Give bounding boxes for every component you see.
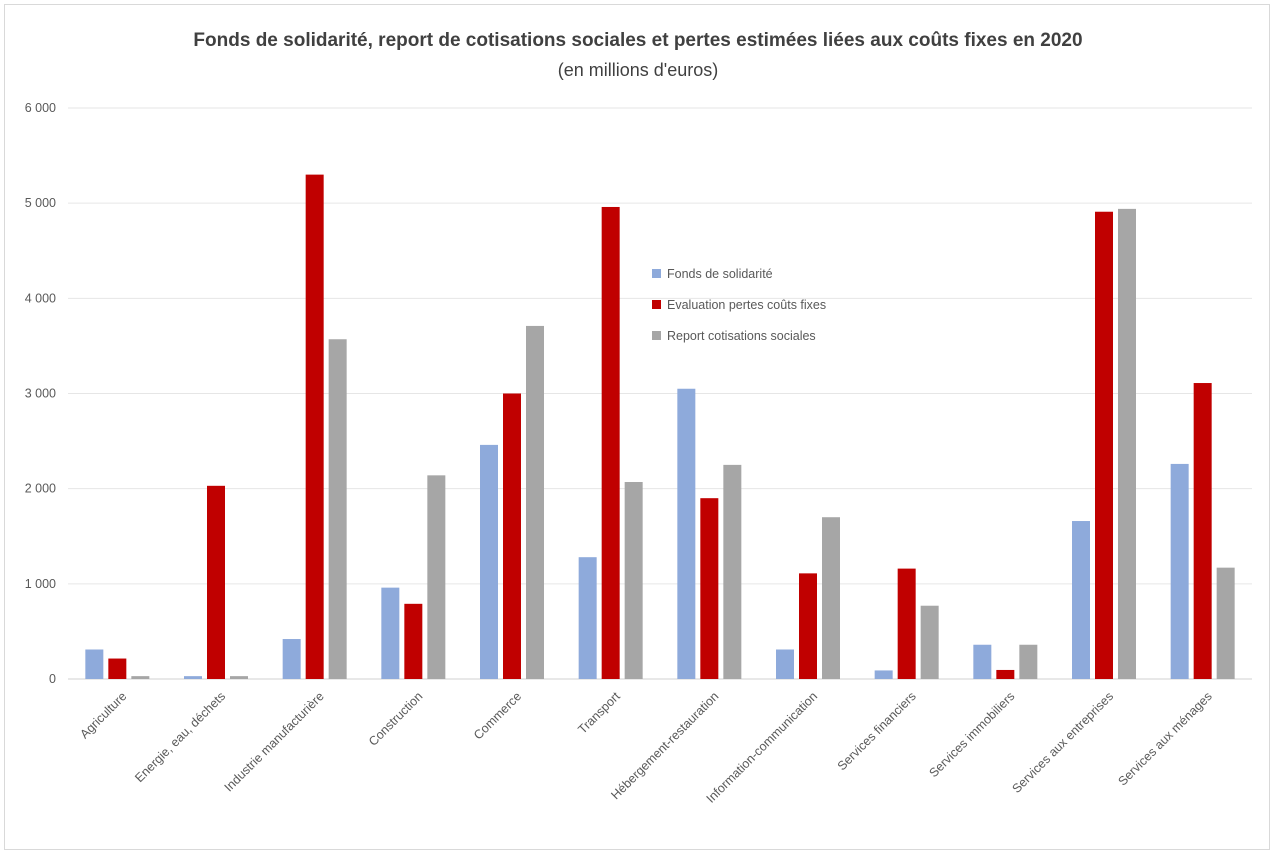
bar-pertes (700, 498, 719, 679)
x-tick-label: Transport (575, 689, 623, 737)
legend-swatch-report (652, 331, 661, 340)
legend-label-report: Report cotisations sociales (667, 328, 816, 343)
bar-pertes (108, 658, 127, 679)
x-tick-label: Industrie manufacturière (222, 689, 327, 794)
x-tick-label: Services immobiliers (927, 689, 1018, 780)
bar-report (1019, 644, 1038, 679)
bar-fonds (1072, 521, 1090, 679)
bar-fonds (776, 649, 794, 679)
bar-fonds (973, 644, 992, 679)
bar-fonds (184, 676, 202, 679)
legend-swatch-pertes (652, 300, 661, 309)
legend-label-fonds: Fonds de solidarité (667, 266, 773, 281)
x-tick-label: Energie, eau, déchets (132, 689, 228, 785)
bar-report (230, 676, 248, 679)
legend-item-fonds: Fonds de solidarité (652, 258, 826, 289)
y-tick-label: 3 000 (25, 387, 56, 401)
legend-label-pertes: Evaluation pertes coûts fixes (667, 297, 827, 312)
bar-fonds (677, 388, 696, 679)
bar-pertes (305, 174, 324, 679)
y-tick-label: 2 000 (25, 482, 56, 496)
bar-report (920, 605, 939, 679)
y-tick-label: 5 000 (25, 196, 56, 210)
bar-report (822, 517, 840, 679)
bar-pertes (1095, 211, 1113, 679)
chart-subtitle: (en millions d'euros) (557, 60, 719, 80)
bar-report (328, 339, 347, 679)
bar-report (427, 475, 446, 679)
x-tick-label: Agriculture (77, 689, 129, 741)
bar-pertes (799, 573, 817, 679)
bar-report (1118, 208, 1136, 680)
y-tick-label: 1 000 (25, 577, 56, 591)
bar-report (526, 325, 544, 679)
bar-fonds (85, 649, 104, 679)
bar-report (723, 464, 742, 679)
chart-legend: Fonds de solidarité Evaluation pertes co… (652, 258, 826, 351)
y-tick-label: 6 000 (25, 101, 56, 115)
bar-fonds (578, 557, 597, 679)
bar-report (1216, 567, 1235, 679)
bar-pertes (601, 206, 620, 679)
chart-frame (4, 4, 1270, 850)
legend-swatch-fonds (652, 269, 661, 278)
x-tick-label: Services financiers (835, 689, 919, 773)
bar-report (131, 676, 150, 679)
bar-fonds (381, 587, 400, 679)
x-tick-label: Services aux entreprises (1009, 689, 1116, 796)
chart-title: Fonds de solidarité, report de cotisatio… (193, 30, 1083, 51)
x-tick-label: Hébergement-restauration (608, 689, 721, 802)
bar-pertes (404, 603, 423, 679)
x-tick-label: Information-communication (704, 689, 821, 806)
y-tick-label: 0 (49, 672, 56, 686)
bar-pertes (897, 568, 916, 679)
y-tick-label: 4 000 (25, 291, 56, 305)
x-tick-label: Services aux ménages (1115, 689, 1214, 788)
legend-item-pertes: Evaluation pertes coûts fixes (652, 289, 826, 320)
bar-fonds (874, 670, 893, 679)
bar-pertes (1193, 383, 1212, 679)
legend-item-report: Report cotisations sociales (652, 320, 826, 351)
bar-fonds (282, 639, 301, 679)
bar-fonds (1170, 463, 1189, 679)
bar-report (624, 482, 643, 679)
bar-fonds (480, 444, 498, 679)
bar-pertes (207, 485, 225, 679)
bar-pertes (996, 669, 1015, 679)
bar-pertes (503, 393, 521, 679)
x-tick-label: Commerce (471, 689, 524, 742)
x-tick-label: Construction (366, 689, 426, 749)
